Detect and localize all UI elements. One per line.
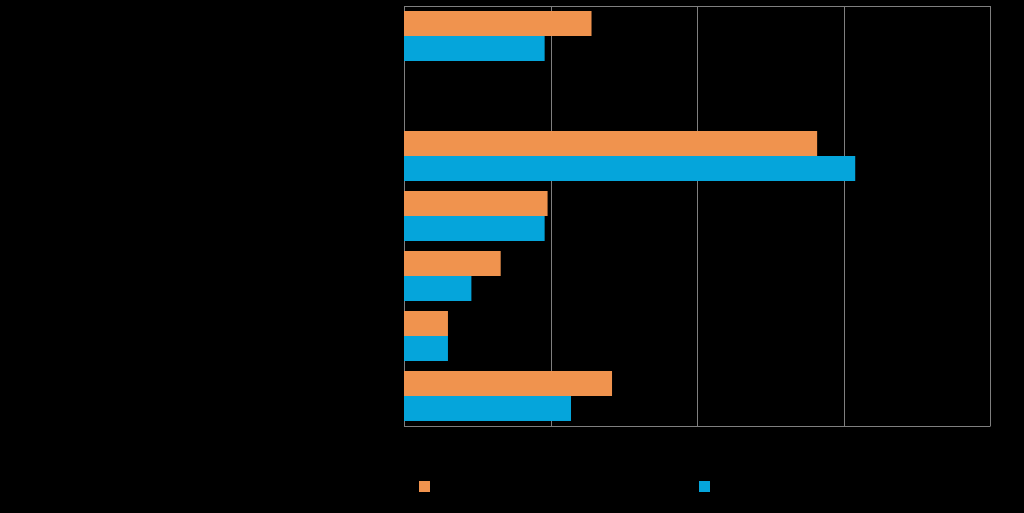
bar-series2-category7 xyxy=(404,396,572,421)
bar-series2-category1 xyxy=(404,36,545,61)
bar-series2-category6 xyxy=(404,336,448,361)
legend xyxy=(419,481,710,492)
bar-series2-category3 xyxy=(404,156,856,181)
bar-series1-category1 xyxy=(404,11,592,36)
legend-swatch-series2 xyxy=(699,481,710,492)
bar-series2-category4 xyxy=(404,216,545,241)
bar-series1-category4 xyxy=(404,191,548,216)
bar-series2-category5 xyxy=(404,276,472,301)
legend-swatch-series1 xyxy=(419,481,430,492)
bar-series1-category3 xyxy=(404,131,818,156)
bars-layer xyxy=(404,11,856,421)
bar-series1-category5 xyxy=(404,251,501,276)
bar-series1-category7 xyxy=(404,371,613,396)
bar-series1-category6 xyxy=(404,311,448,336)
grid-layer xyxy=(404,6,991,427)
